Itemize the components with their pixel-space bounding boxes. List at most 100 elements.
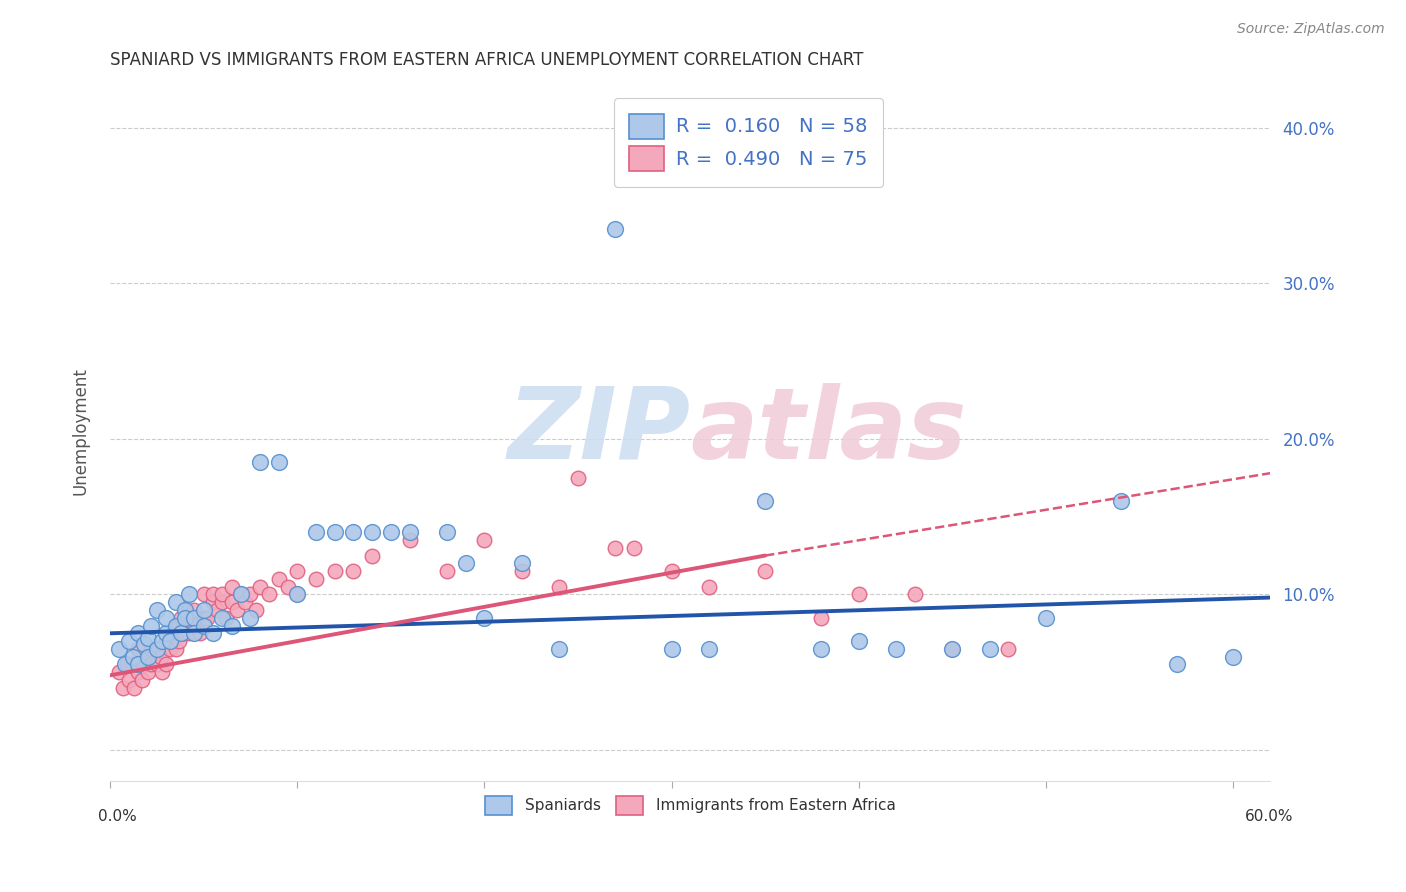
Point bbox=[159, 634, 181, 648]
Point bbox=[229, 587, 252, 601]
Point bbox=[193, 611, 215, 625]
Text: ZIP: ZIP bbox=[508, 383, 690, 480]
Point bbox=[165, 618, 187, 632]
Point bbox=[754, 564, 776, 578]
Point bbox=[177, 587, 200, 601]
Text: SPANIARD VS IMMIGRANTS FROM EASTERN AFRICA UNEMPLOYMENT CORRELATION CHART: SPANIARD VS IMMIGRANTS FROM EASTERN AFRI… bbox=[110, 51, 863, 69]
Point bbox=[323, 525, 346, 540]
Point bbox=[183, 626, 205, 640]
Point bbox=[165, 618, 187, 632]
Point bbox=[136, 649, 159, 664]
Point bbox=[127, 626, 149, 640]
Point bbox=[221, 618, 243, 632]
Point bbox=[127, 657, 149, 672]
Point bbox=[697, 580, 720, 594]
Point bbox=[202, 626, 225, 640]
Point bbox=[202, 595, 225, 609]
Y-axis label: Unemployment: Unemployment bbox=[72, 368, 89, 495]
Point bbox=[623, 541, 645, 555]
Point bbox=[239, 587, 262, 601]
Point bbox=[1035, 611, 1057, 625]
Point bbox=[155, 626, 177, 640]
Point bbox=[159, 641, 181, 656]
Point bbox=[152, 665, 174, 680]
Point bbox=[221, 580, 243, 594]
Point bbox=[188, 626, 211, 640]
Point bbox=[474, 611, 496, 625]
Point bbox=[285, 564, 308, 578]
Text: 60.0%: 60.0% bbox=[1246, 809, 1294, 824]
Point bbox=[997, 641, 1019, 656]
Point bbox=[605, 222, 627, 236]
Point bbox=[165, 641, 187, 656]
Point bbox=[202, 587, 225, 601]
Point bbox=[215, 611, 238, 625]
Point bbox=[121, 649, 143, 664]
Point bbox=[183, 603, 205, 617]
Point bbox=[180, 611, 202, 625]
Point bbox=[239, 611, 262, 625]
Point bbox=[305, 525, 328, 540]
Point bbox=[567, 471, 589, 485]
Point bbox=[697, 641, 720, 656]
Point bbox=[112, 681, 135, 695]
Point bbox=[141, 618, 163, 632]
Point bbox=[193, 603, 215, 617]
Point bbox=[277, 580, 299, 594]
Point bbox=[205, 603, 228, 617]
Point bbox=[510, 557, 533, 571]
Point bbox=[1166, 657, 1188, 672]
Point bbox=[398, 533, 420, 547]
Point bbox=[146, 641, 169, 656]
Point bbox=[174, 611, 197, 625]
Point bbox=[108, 665, 131, 680]
Point bbox=[155, 634, 177, 648]
Point bbox=[177, 626, 200, 640]
Point bbox=[245, 603, 267, 617]
Point bbox=[136, 649, 159, 664]
Point bbox=[267, 572, 290, 586]
Point bbox=[810, 641, 832, 656]
Point bbox=[1109, 494, 1132, 508]
Point bbox=[127, 641, 149, 656]
Point bbox=[810, 611, 832, 625]
Point bbox=[141, 657, 163, 672]
Point bbox=[342, 525, 364, 540]
Point bbox=[114, 657, 136, 672]
Point bbox=[174, 603, 197, 617]
Point bbox=[221, 595, 243, 609]
Point bbox=[436, 564, 458, 578]
Point bbox=[149, 649, 172, 664]
Point bbox=[136, 665, 159, 680]
Point bbox=[267, 455, 290, 469]
Point bbox=[1222, 649, 1244, 664]
Point bbox=[229, 587, 252, 601]
Point bbox=[193, 587, 215, 601]
Point bbox=[211, 587, 233, 601]
Point bbox=[754, 494, 776, 508]
Point bbox=[285, 587, 308, 601]
Text: Source: ZipAtlas.com: Source: ZipAtlas.com bbox=[1237, 22, 1385, 37]
Point bbox=[226, 603, 249, 617]
Point bbox=[249, 580, 271, 594]
Point bbox=[121, 657, 143, 672]
Legend: Spaniards, Immigrants from Eastern Africa: Spaniards, Immigrants from Eastern Afric… bbox=[477, 789, 903, 822]
Point bbox=[233, 595, 256, 609]
Point bbox=[146, 657, 169, 672]
Text: atlas: atlas bbox=[690, 383, 967, 480]
Point bbox=[510, 564, 533, 578]
Point bbox=[605, 541, 627, 555]
Point bbox=[146, 603, 169, 617]
Point bbox=[132, 637, 155, 651]
Point bbox=[127, 665, 149, 680]
Point bbox=[848, 587, 870, 601]
Point bbox=[548, 580, 571, 594]
Point bbox=[141, 641, 163, 656]
Point bbox=[118, 673, 141, 687]
Point bbox=[305, 572, 328, 586]
Point bbox=[165, 595, 187, 609]
Point bbox=[193, 618, 215, 632]
Point bbox=[174, 603, 197, 617]
Point bbox=[108, 641, 131, 656]
Point bbox=[398, 525, 420, 540]
